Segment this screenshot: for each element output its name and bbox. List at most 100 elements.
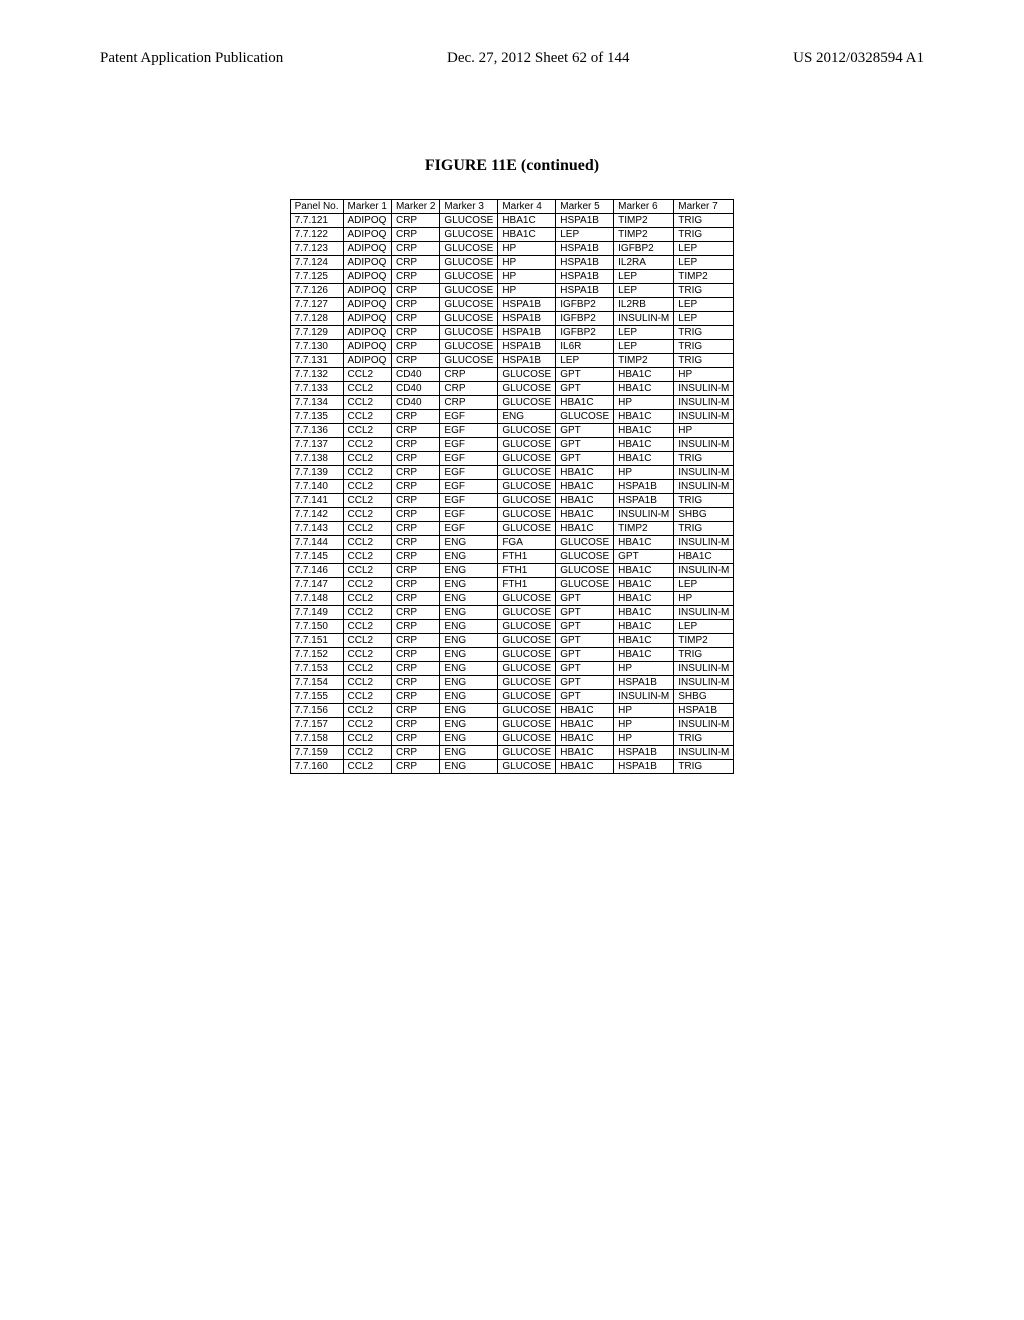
table-cell: ENG bbox=[440, 634, 498, 648]
table-cell: TRIG bbox=[674, 648, 734, 662]
table-cell: CCL2 bbox=[343, 648, 391, 662]
table-cell: 7.7.143 bbox=[290, 522, 343, 536]
table-cell: LEP bbox=[614, 270, 674, 284]
table-cell: GLUCOSE bbox=[440, 298, 498, 312]
table-cell: GLUCOSE bbox=[498, 396, 556, 410]
table-cell: HBA1C bbox=[614, 592, 674, 606]
table-cell: HBA1C bbox=[614, 438, 674, 452]
table-cell: ENG bbox=[440, 690, 498, 704]
table-cell: EGF bbox=[440, 424, 498, 438]
table-cell: HBA1C bbox=[556, 480, 614, 494]
column-header: Marker 7 bbox=[674, 200, 734, 214]
table-cell: ENG bbox=[440, 760, 498, 774]
table-cell: GPT bbox=[556, 676, 614, 690]
table-cell: HSPA1B bbox=[556, 270, 614, 284]
table-cell: 7.7.149 bbox=[290, 606, 343, 620]
table-cell: 7.7.138 bbox=[290, 452, 343, 466]
table-cell: HBA1C bbox=[498, 214, 556, 228]
table-cell: INSULIN-M bbox=[674, 480, 734, 494]
table-cell: HBA1C bbox=[556, 760, 614, 774]
table-cell: LEP bbox=[674, 578, 734, 592]
table-cell: TRIG bbox=[674, 760, 734, 774]
table-row: 7.7.158CCL2CRPENGGLUCOSEHBA1CHPTRIG bbox=[290, 732, 734, 746]
table-cell: GLUCOSE bbox=[498, 438, 556, 452]
table-cell: CRP bbox=[391, 410, 439, 424]
table-row: 7.7.125ADIPOQCRPGLUCOSEHPHSPA1BLEPTIMP2 bbox=[290, 270, 734, 284]
table-cell: 7.7.139 bbox=[290, 466, 343, 480]
table-cell: LEP bbox=[674, 242, 734, 256]
column-header: Marker 5 bbox=[556, 200, 614, 214]
table-cell: 7.7.125 bbox=[290, 270, 343, 284]
table-cell: HSPA1B bbox=[498, 298, 556, 312]
table-cell: CRP bbox=[391, 746, 439, 760]
table-cell: CRP bbox=[391, 676, 439, 690]
table-cell: INSULIN-M bbox=[674, 410, 734, 424]
table-cell: HSPA1B bbox=[498, 354, 556, 368]
table-cell: GLUCOSE bbox=[498, 634, 556, 648]
table-row: 7.7.149CCL2CRPENGGLUCOSEGPTHBA1CINSULIN-… bbox=[290, 606, 734, 620]
page-header: Patent Application Publication Dec. 27, … bbox=[100, 50, 924, 67]
table-cell: 7.7.133 bbox=[290, 382, 343, 396]
table-cell: 7.7.160 bbox=[290, 760, 343, 774]
table-row: 7.7.155CCL2CRPENGGLUCOSEGPTINSULIN-MSHBG bbox=[290, 690, 734, 704]
table-cell: ENG bbox=[440, 746, 498, 760]
table-cell: 7.7.142 bbox=[290, 508, 343, 522]
table-cell: HBA1C bbox=[674, 550, 734, 564]
table-cell: HP bbox=[498, 270, 556, 284]
table-cell: CRP bbox=[440, 396, 498, 410]
table-cell: GLUCOSE bbox=[440, 214, 498, 228]
table-cell: HSPA1B bbox=[674, 704, 734, 718]
table-cell: ENG bbox=[440, 606, 498, 620]
table-cell: CCL2 bbox=[343, 536, 391, 550]
table-cell: CCL2 bbox=[343, 410, 391, 424]
table-cell: FGA bbox=[498, 536, 556, 550]
table-cell: HBA1C bbox=[556, 494, 614, 508]
table-cell: ENG bbox=[440, 578, 498, 592]
table-row: 7.7.121ADIPOQCRPGLUCOSEHBA1CHSPA1BTIMP2T… bbox=[290, 214, 734, 228]
table-cell: CCL2 bbox=[343, 438, 391, 452]
table-cell: TRIG bbox=[674, 732, 734, 746]
table-cell: ADIPOQ bbox=[343, 228, 391, 242]
table-cell: ADIPOQ bbox=[343, 298, 391, 312]
table-cell: INSULIN-M bbox=[674, 606, 734, 620]
table-row: 7.7.147CCL2CRPENGFTH1GLUCOSEHBA1CLEP bbox=[290, 578, 734, 592]
table-cell: EGF bbox=[440, 522, 498, 536]
table-cell: GPT bbox=[556, 620, 614, 634]
table-cell: ADIPOQ bbox=[343, 326, 391, 340]
table-cell: INSULIN-M bbox=[674, 564, 734, 578]
table-cell: TRIG bbox=[674, 214, 734, 228]
table-cell: GPT bbox=[556, 424, 614, 438]
table-cell: EGF bbox=[440, 480, 498, 494]
table-cell: TRIG bbox=[674, 326, 734, 340]
table-cell: HSPA1B bbox=[614, 676, 674, 690]
table-cell: 7.7.151 bbox=[290, 634, 343, 648]
table-cell: GLUCOSE bbox=[498, 732, 556, 746]
table-cell: LEP bbox=[614, 284, 674, 298]
table-row: 7.7.144CCL2CRPENGFGAGLUCOSEHBA1CINSULIN-… bbox=[290, 536, 734, 550]
table-cell: GPT bbox=[614, 550, 674, 564]
table-cell: GLUCOSE bbox=[498, 452, 556, 466]
table-cell: CCL2 bbox=[343, 634, 391, 648]
table-cell: FTH1 bbox=[498, 578, 556, 592]
table-cell: IGFBP2 bbox=[556, 326, 614, 340]
table-cell: TIMP2 bbox=[614, 228, 674, 242]
table-cell: 7.7.130 bbox=[290, 340, 343, 354]
table-cell: HP bbox=[498, 256, 556, 270]
table-cell: ADIPOQ bbox=[343, 256, 391, 270]
table-cell: HSPA1B bbox=[614, 760, 674, 774]
table-cell: ADIPOQ bbox=[343, 214, 391, 228]
table-cell: HBA1C bbox=[556, 396, 614, 410]
table-row: 7.7.132CCL2CD40CRPGLUCOSEGPTHBA1CHP bbox=[290, 368, 734, 382]
table-cell: 7.7.145 bbox=[290, 550, 343, 564]
table-cell: HP bbox=[674, 592, 734, 606]
table-cell: GLUCOSE bbox=[498, 648, 556, 662]
table-row: 7.7.126ADIPOQCRPGLUCOSEHPHSPA1BLEPTRIG bbox=[290, 284, 734, 298]
table-cell: GPT bbox=[556, 648, 614, 662]
table-row: 7.7.141CCL2CRPEGFGLUCOSEHBA1CHSPA1BTRIG bbox=[290, 494, 734, 508]
table-row: 7.7.152CCL2CRPENGGLUCOSEGPTHBA1CTRIG bbox=[290, 648, 734, 662]
table-cell: 7.7.147 bbox=[290, 578, 343, 592]
table-row: 7.7.137CCL2CRPEGFGLUCOSEGPTHBA1CINSULIN-… bbox=[290, 438, 734, 452]
table-cell: FTH1 bbox=[498, 550, 556, 564]
table-cell: CRP bbox=[391, 662, 439, 676]
table-cell: HP bbox=[614, 396, 674, 410]
